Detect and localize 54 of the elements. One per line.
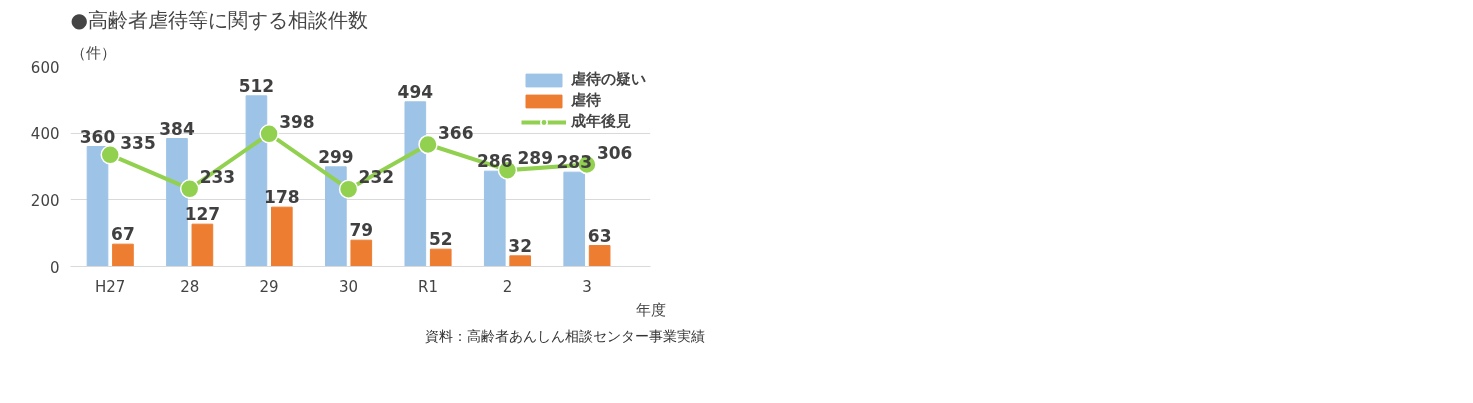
data-label: 79 bbox=[349, 220, 374, 241]
data-label: 299 bbox=[318, 146, 354, 167]
y-tick-label: 0 bbox=[49, 258, 60, 277]
y-axis-title: （件） bbox=[70, 43, 116, 62]
bar bbox=[86, 146, 109, 267]
data-label: 178 bbox=[264, 187, 300, 208]
data-label: 384 bbox=[159, 118, 195, 139]
data-label: 52 bbox=[428, 229, 453, 250]
data-label: 512 bbox=[238, 75, 275, 96]
bar bbox=[563, 171, 586, 267]
bar bbox=[509, 255, 532, 267]
bar bbox=[191, 223, 214, 267]
x-tick-label: R1 bbox=[418, 277, 439, 296]
x-tick-label: 30 bbox=[339, 277, 359, 296]
data-label: 335 bbox=[120, 132, 156, 153]
text: 資料：高齢者あんしん相談センター事業実績 bbox=[425, 327, 705, 346]
y-tick-label: 400 bbox=[30, 125, 60, 144]
data-label: 127 bbox=[184, 204, 221, 225]
x-tick-label: 28 bbox=[180, 277, 200, 296]
legend-label: 虐待の疑い bbox=[571, 70, 646, 89]
bar bbox=[112, 243, 134, 267]
bar bbox=[166, 138, 188, 267]
bar bbox=[483, 170, 506, 267]
data-label: 494 bbox=[397, 81, 434, 102]
bar bbox=[429, 248, 452, 267]
bar bbox=[350, 239, 373, 267]
x-tick-label: H27 bbox=[95, 277, 126, 296]
x-tick-label: 2 bbox=[502, 277, 513, 296]
legend-label: 虐待 bbox=[571, 91, 601, 110]
chart-title: ●高齢者虐待等に関する相談件数 bbox=[70, 7, 368, 32]
legend-label: 成年後見 bbox=[571, 112, 631, 131]
bar bbox=[245, 95, 268, 267]
y-tick-label: 200 bbox=[30, 191, 60, 210]
data-label: 360 bbox=[79, 126, 116, 147]
data-label: 67 bbox=[111, 224, 135, 245]
point bbox=[338, 179, 359, 199]
data-label: 32 bbox=[508, 235, 533, 256]
point bbox=[259, 124, 279, 144]
data-label: 63 bbox=[587, 225, 612, 246]
y-tick-label: 600 bbox=[30, 58, 60, 77]
bar bbox=[588, 245, 611, 267]
point bbox=[418, 134, 438, 155]
x-tick-label: 29 bbox=[259, 277, 279, 296]
data-label: 289 bbox=[517, 148, 553, 169]
point bbox=[100, 145, 120, 165]
data-label: 398 bbox=[279, 111, 315, 132]
point bbox=[179, 179, 200, 199]
data-label: 306 bbox=[596, 142, 633, 163]
data-label: 366 bbox=[438, 122, 474, 143]
bar bbox=[271, 206, 293, 267]
bar bbox=[325, 166, 347, 267]
x-tick-label: 3 bbox=[582, 277, 592, 296]
bar bbox=[404, 101, 427, 267]
x-axis-title: 年度 bbox=[635, 300, 666, 319]
